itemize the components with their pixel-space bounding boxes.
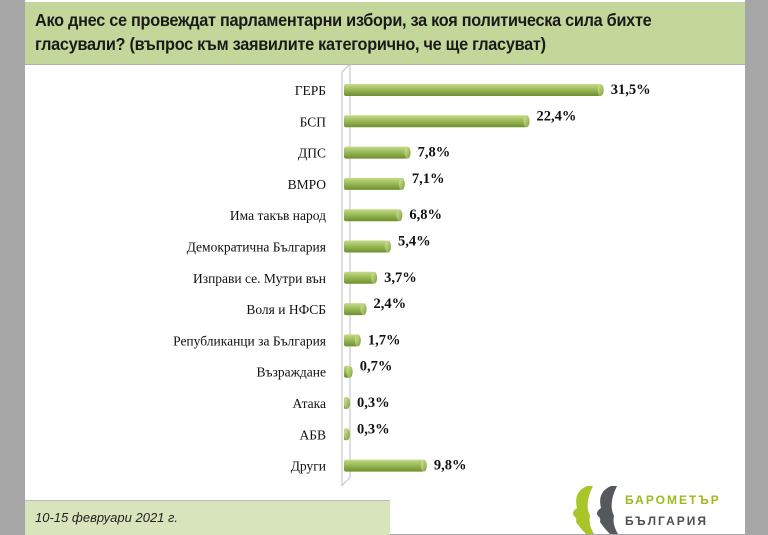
bar-cap (385, 240, 392, 253)
data-label: 22,4% (537, 108, 577, 124)
title-box: Ако днес се провеждат парламентарни избо… (25, 2, 745, 65)
data-label: 6,8% (409, 207, 442, 223)
bar (344, 84, 604, 96)
bar-cap (371, 271, 378, 284)
bar-cap (344, 428, 350, 441)
bar-cap (360, 303, 367, 316)
bar (344, 334, 361, 347)
bar-body (344, 84, 601, 96)
bar-body (344, 271, 375, 284)
category-label: ВМРО (288, 177, 327, 192)
bar-body (344, 115, 527, 128)
bar (344, 240, 392, 253)
bar (344, 271, 378, 284)
bar-body (344, 334, 358, 347)
bar-cap (354, 334, 361, 347)
category-label: Възраждане (257, 365, 326, 380)
bar-body (344, 177, 402, 190)
data-label: 5,4% (398, 234, 431, 250)
bar-cap (420, 459, 427, 472)
data-label: 9,8% (434, 458, 467, 474)
bar (344, 397, 350, 409)
category-label: Воля и НФСБ (246, 302, 326, 317)
bar-cap (597, 84, 604, 96)
bar-body (344, 209, 400, 222)
category-label: Атака (293, 396, 326, 411)
data-label: 0,3% (357, 395, 390, 411)
logo-line1: БАРОМЕТЪР (625, 493, 721, 507)
bar (344, 459, 427, 472)
survey-date: 10-15 февруари 2021 г. (35, 510, 179, 525)
bar-cap (404, 146, 411, 159)
data-label: 1,7% (368, 332, 401, 348)
category-label: Изправи се. Мутри вън (193, 271, 326, 286)
data-label: 31,5% (611, 82, 651, 98)
category-label: АБВ (299, 427, 326, 442)
category-label: ДПС (298, 146, 326, 161)
bar-body (344, 459, 424, 472)
data-label: 0,7% (360, 359, 393, 375)
bar-body (344, 146, 408, 159)
bar (344, 146, 411, 159)
bar-cap (396, 209, 403, 222)
bar-cap (398, 177, 405, 190)
bar (344, 365, 353, 378)
category-label: Други (291, 459, 326, 474)
bar-body (344, 303, 364, 316)
bar (344, 115, 530, 128)
bar-cap (344, 397, 350, 409)
bar-cap (523, 115, 530, 128)
bar (344, 209, 403, 222)
data-label: 7,1% (412, 171, 445, 187)
category-label: БСП (300, 114, 327, 129)
category-label: Демократична България (187, 240, 326, 255)
bar (344, 428, 350, 441)
data-label: 0,3% (357, 421, 390, 437)
bar-cap (346, 365, 353, 378)
category-label: Има такъв народ (230, 208, 326, 223)
data-label: 3,7% (384, 270, 417, 286)
footer-box: 10-15 февруари 2021 г. (25, 500, 390, 535)
bar (344, 303, 367, 316)
data-label: 2,4% (374, 296, 407, 312)
axis-wall (341, 63, 351, 487)
category-label: Републиканци за България (173, 333, 326, 348)
bar (344, 177, 405, 190)
bar-body (344, 240, 389, 253)
data-label: 7,8% (418, 145, 451, 161)
category-label: ГЕРБ (295, 83, 326, 98)
logo-line2: БЪЛГАРИЯ (625, 514, 708, 528)
chart-title: Ако днес се провеждат парламентарни избо… (35, 10, 652, 54)
barometar-bulgaria-logo: БАРОМЕТЪР БЪЛГАРИЯ (573, 486, 721, 534)
